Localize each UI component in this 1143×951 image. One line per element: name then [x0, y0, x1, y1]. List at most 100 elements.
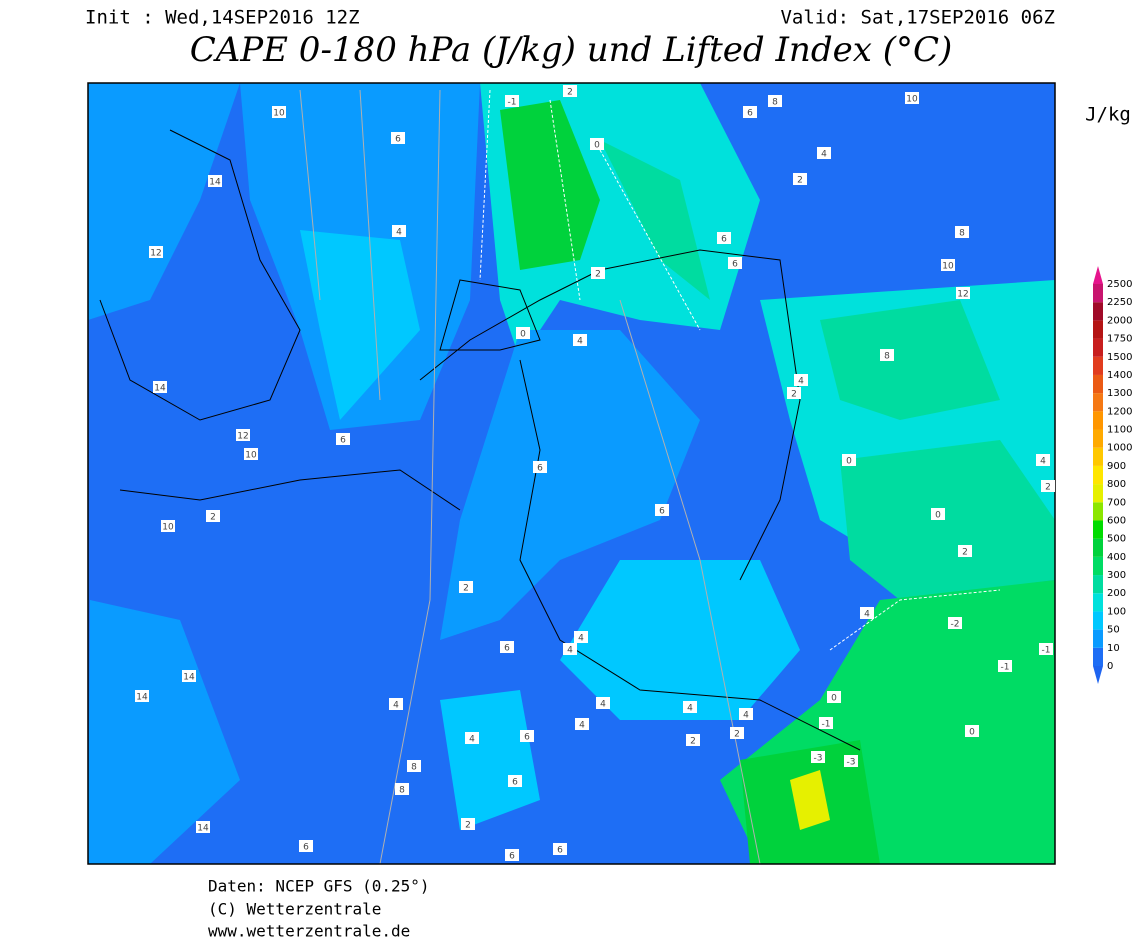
colorbar-band	[1093, 302, 1103, 321]
contour-label: 4	[396, 228, 402, 238]
colorbar-label: 400	[1107, 552, 1126, 563]
contour-label-box	[533, 461, 547, 473]
contour-label: 2	[463, 584, 469, 594]
contour-label-box	[844, 755, 858, 767]
contour-label-box	[590, 138, 604, 150]
contour-label-box	[965, 725, 979, 737]
contour-label-box	[500, 641, 514, 653]
contour-label-box	[739, 708, 753, 720]
contour-label: 8	[411, 763, 417, 773]
contour-label: 6	[721, 235, 727, 245]
contour-label-box	[236, 429, 250, 441]
contour-label-box	[1036, 454, 1050, 466]
contour-label-box	[392, 225, 406, 237]
contour-label: 10	[245, 451, 257, 461]
colorbar-label: 0	[1107, 661, 1113, 672]
contour-label-box	[817, 147, 831, 159]
contour-label: 12	[957, 290, 968, 300]
contour-label: 8	[959, 229, 965, 239]
colorbar-label: 800	[1107, 479, 1126, 490]
contour-label: 2	[797, 176, 803, 186]
contour-label: 4	[864, 610, 870, 620]
contour-label-box	[153, 381, 167, 393]
contour-label-box	[553, 843, 567, 855]
contour-label: 2	[1045, 483, 1051, 493]
contour-label: 10	[906, 95, 918, 105]
contour-label: -2	[951, 620, 960, 630]
contour-label: 6	[524, 733, 530, 743]
contour-label-box	[182, 670, 196, 682]
contour-label-box	[505, 95, 519, 107]
contour-label-box	[299, 840, 313, 852]
contour-label-box	[508, 775, 522, 787]
contour-label: 4	[393, 701, 399, 711]
contour-label-box	[905, 92, 919, 104]
contour-label-box	[880, 349, 894, 361]
contour-label: 4	[577, 337, 583, 347]
contour-label: 4	[578, 634, 584, 644]
contour-label-box	[505, 849, 519, 861]
contour-label-box	[573, 334, 587, 346]
contour-label: -3	[814, 754, 823, 764]
contour-label: 4	[579, 721, 585, 731]
colorbar-band	[1093, 520, 1103, 539]
contour-label: 0	[594, 141, 600, 151]
colorbar-band	[1093, 502, 1103, 521]
contour-label-box	[655, 504, 669, 516]
map-frame	[87, 82, 1056, 865]
contour-label: 6	[557, 846, 563, 856]
contour-label-box	[574, 631, 588, 643]
contour-label: -1	[822, 720, 831, 730]
contour-label-box	[860, 607, 874, 619]
colorbar-band	[1093, 284, 1103, 303]
contour-label: 10	[942, 262, 954, 272]
colorbar-band	[1093, 538, 1103, 557]
contour-label: 12	[150, 249, 161, 259]
contour-label: 6	[340, 436, 346, 446]
contour-label-box	[196, 821, 210, 833]
contour-label: 14	[197, 824, 209, 834]
contour-label: 0	[520, 330, 526, 340]
contour-label: 10	[162, 523, 174, 533]
contour-label: 6	[747, 109, 753, 119]
contour-label-box	[563, 85, 577, 97]
contour-label: 4	[469, 735, 475, 745]
website: www.wetterzentrale.de	[208, 922, 410, 941]
contour-label: 2	[962, 548, 968, 558]
contour-label: 14	[154, 384, 166, 394]
contour-label-box	[389, 698, 403, 710]
contour-label: 4	[600, 700, 606, 710]
contour-label-box	[717, 232, 731, 244]
contour-label-box	[683, 701, 697, 713]
contour-label: -1	[1001, 663, 1010, 673]
colorbar-label: 1400	[1107, 370, 1132, 381]
contour-label-box	[998, 660, 1012, 672]
contour-label: 2	[465, 821, 471, 831]
copyright: (C) Wetterzentrale	[208, 900, 381, 919]
data-source: Daten: NCEP GFS (0.25°)	[208, 877, 430, 896]
contour-label-box	[827, 691, 841, 703]
contour-label-box	[161, 520, 175, 532]
contour-label: 4	[567, 646, 573, 656]
contour-label: 0	[846, 457, 852, 467]
colorbar-label: 1000	[1107, 443, 1132, 454]
contour-label-box	[591, 267, 605, 279]
contour-label-box	[135, 690, 149, 702]
contour-label-box	[395, 783, 409, 795]
contour-label-box	[787, 387, 801, 399]
colorbar-label: 50	[1107, 625, 1120, 636]
contour-label: 14	[183, 673, 195, 683]
contour-label-box	[811, 751, 825, 763]
contour-label: 2	[567, 88, 573, 98]
contour-label-box	[596, 697, 610, 709]
contour-label-box	[459, 581, 473, 593]
contour-label: 4	[821, 150, 827, 160]
contour-label: -1	[508, 98, 517, 108]
contour-label-box	[794, 374, 808, 386]
contour-label: 2	[791, 390, 797, 400]
contour-label-box	[793, 173, 807, 185]
contour-label-box	[461, 818, 475, 830]
colorbar-label: 300	[1107, 570, 1126, 581]
contour-label: 0	[935, 511, 941, 521]
